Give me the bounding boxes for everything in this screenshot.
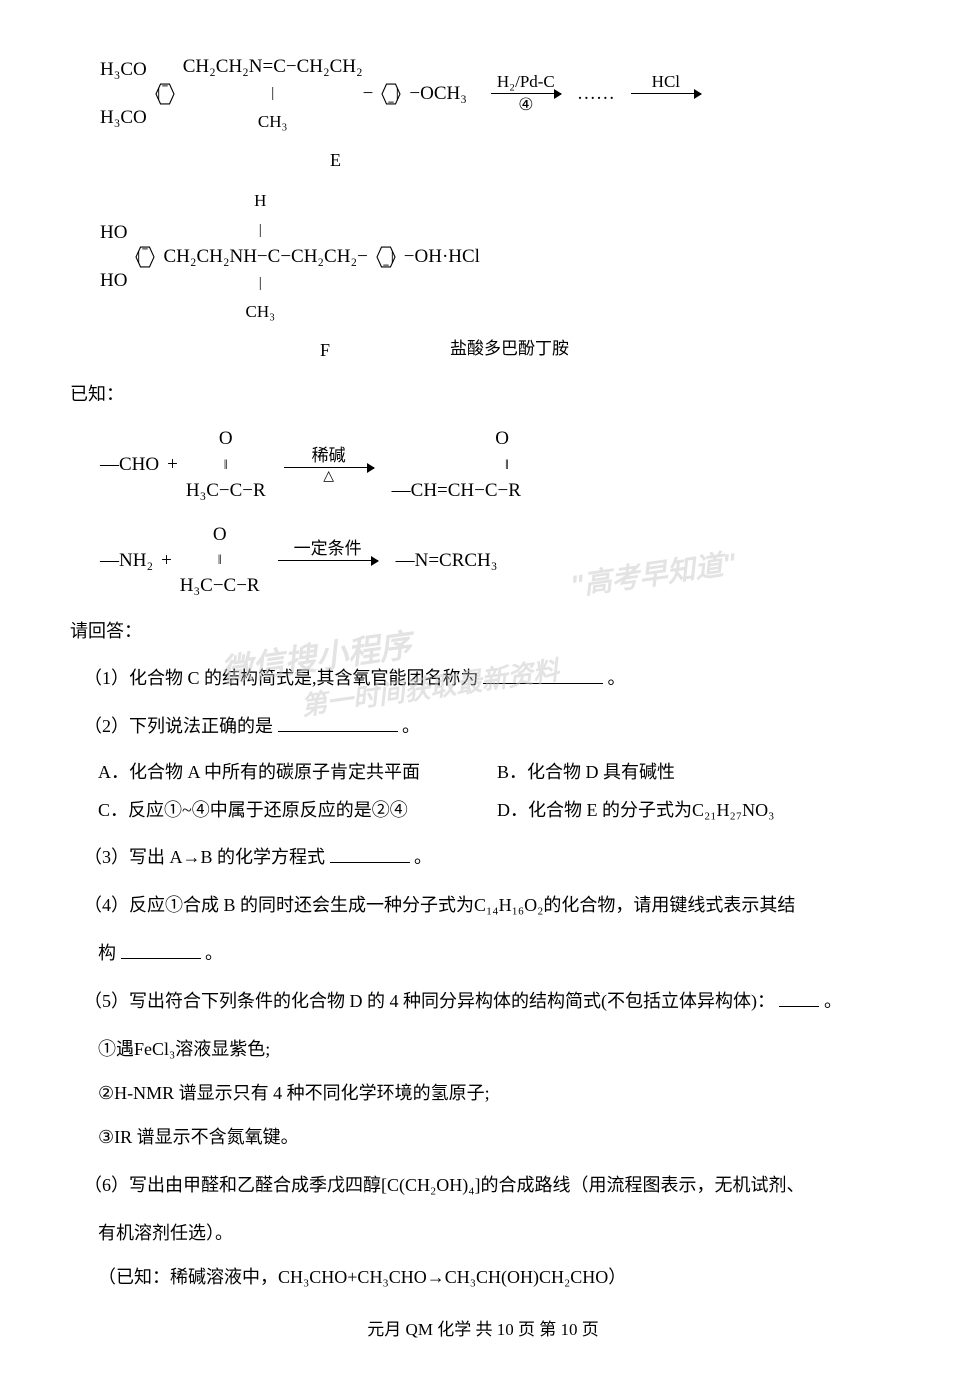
question-6: （6）写出由甲醛和乙醛合成季戊四醇[C(CH₂OH)₄]的合成路线（用流程图表示… <box>84 1167 896 1203</box>
answer-blank[interactable] <box>278 710 398 732</box>
reaction-arrow: 稀碱 △ <box>284 441 374 490</box>
hydroxy-group: HO <box>100 216 127 250</box>
question-6-known: （已知：稀碱溶液中，CH₃CHO+CH₃CHO→CH₃CH(OH)CH₂CHO） <box>98 1259 896 1295</box>
plus-sign: + <box>161 544 172 578</box>
option-row-ab: A．化合物 A 中所有的碳原子肯定共平面 B．化合物 D 具有碱性 <box>98 756 896 788</box>
compound-chinese-name: 盐酸多巴酚丁胺 <box>450 334 569 366</box>
option-a: A．化合物 A 中所有的碳原子肯定共平面 <box>98 756 497 788</box>
answer-blank[interactable] <box>330 841 410 863</box>
h-sub: H <box>254 186 266 217</box>
methyl-sub: CH₃ <box>245 297 275 328</box>
known-label: 已知： <box>70 378 896 410</box>
imine-product: —N=CRCH₃ <box>396 544 498 578</box>
oxygen: O <box>495 422 509 456</box>
option-b: B．化合物 D 具有碱性 <box>497 756 896 788</box>
reaction-arrow: 一定条件 <box>278 534 378 588</box>
benzene-ring-icon <box>373 76 409 112</box>
oxygen: O <box>219 422 233 456</box>
dots: …… <box>577 77 615 111</box>
known-reaction-2: —NH₂ + O ‖ H₃C−C−R 一定条件 —N=CRCH₃ <box>100 518 896 604</box>
chemical-scheme-e: H₃CO H₃CO CH₂CH₂N=C−CH₂CH₂ | CH₃ − − O <box>100 50 896 176</box>
product-group: —CH=CH−C−R <box>392 474 521 508</box>
hydroxy-group: HO <box>100 264 127 298</box>
reaction-arrow: H₂/Pd-C ④ <box>491 67 561 121</box>
ketone-group: H₃C−C−R <box>186 474 266 508</box>
question-5-cond1: ①遇FeCl₃溶液显紫色; <box>98 1031 896 1067</box>
answer-blank[interactable] <box>483 662 603 684</box>
reaction-arrow: HCl <box>631 67 701 121</box>
answer-label: 请回答： <box>70 615 896 647</box>
question-4: （4）反应①合成 B 的同时还会生成一种分子式为C₁₄H₁₆O₂的化合物，请用键… <box>84 887 896 923</box>
option-c: C．反应①~④中属于还原反应的是②④ <box>98 794 497 826</box>
plus-sign: + <box>167 448 178 482</box>
methoxy-group: H₃CO <box>100 101 147 135</box>
ketone-group: H₃C−C−R <box>180 569 260 603</box>
chemical-scheme-f: HO HO H | CH₂CH₂NH−C−CH₂CH₂ | CH₃ − <box>100 186 896 366</box>
question-6-cont: 有机溶剂任选）。 <box>98 1215 896 1251</box>
benzene-ring-icon <box>127 239 163 275</box>
option-d: D．化合物 E 的分子式为C₂₁H₂₇NO₃ <box>497 794 896 826</box>
compound-label-f: F <box>320 334 330 366</box>
question-5: （5）写出符合下列条件的化合物 D 的 4 种同分异构体的结构简式(不包括立体异… <box>84 983 896 1019</box>
methyl-sub: CH₃ <box>258 107 288 138</box>
amine-group: —NH₂ <box>100 544 153 578</box>
question-3: （3）写出 A→B 的化学方程式 。 <box>84 839 896 875</box>
compound-label-e: E <box>330 144 341 176</box>
page-content: H₃CO H₃CO CH₂CH₂N=C−CH₂CH₂ | CH₃ − − O <box>70 50 896 1345</box>
question-1: （1）化合物 C 的结构简式是,其含氧官能团名称为 。 <box>84 660 896 696</box>
question-4-cont: 构 。 <box>98 935 896 971</box>
question-2: （2）下列说法正确的是 。 <box>84 708 896 744</box>
aldehyde-group: —CHO <box>100 448 159 482</box>
page-footer: 元月 QM 化学 共 10 页 第 10 页 <box>70 1315 896 1346</box>
answer-blank[interactable] <box>121 937 201 959</box>
question-5-cond3: ③IR 谱显示不含氮氧键。 <box>98 1119 896 1155</box>
question-5-cond2: ②H-NMR 谱显示只有 4 种不同化学环境的氢原子; <box>98 1075 896 1111</box>
methoxy-right: OCH₃ <box>420 77 467 111</box>
chain-text: CH₂CH₂N=C−CH₂CH₂ <box>183 50 363 84</box>
methoxy-group: H₃CO <box>100 53 147 87</box>
chain-text: CH₂CH₂NH−C−CH₂CH₂ <box>163 240 357 274</box>
benzene-ring-icon <box>368 239 404 275</box>
oxygen: O <box>213 518 227 552</box>
hydroxy-hcl: OH·HCl <box>415 240 480 274</box>
benzene-ring-icon <box>147 76 183 112</box>
answer-blank[interactable] <box>779 985 819 1007</box>
known-reaction-1: —CHO + O ‖ H₃C−C−R 稀碱 △ O ‖ —CH=CH−C−R <box>100 422 896 508</box>
option-row-cd: C．反应①~④中属于还原反应的是②④ D．化合物 E 的分子式为C₂₁H₂₇NO… <box>98 794 896 826</box>
